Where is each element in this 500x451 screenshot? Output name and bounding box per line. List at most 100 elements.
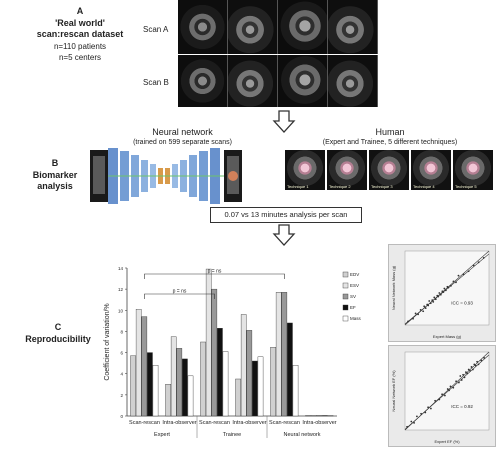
legend-swatch-edv (342, 271, 349, 278)
data-point (474, 364, 477, 367)
bar-mass (327, 415, 334, 417)
group-label: Neural network (284, 432, 321, 438)
data-point (483, 356, 485, 359)
data-point (443, 287, 446, 290)
data-point (457, 274, 460, 277)
bar-edv (270, 347, 276, 417)
bar-esv (205, 268, 212, 417)
data-point (467, 270, 470, 273)
nn-title: Neural network (152, 127, 213, 137)
data-point (427, 304, 430, 307)
bar-ef (322, 415, 328, 417)
y-tick-label: 4 (120, 372, 123, 377)
x-axis-label: Expert EF (%) (434, 439, 460, 444)
data-point (414, 312, 417, 315)
technique-3-image: Technique 3 (369, 150, 409, 190)
centers-count: n=5 centers (58, 53, 102, 62)
x-axis-label: Expert Mass (g) (433, 334, 462, 339)
bar-esv (310, 415, 317, 417)
data-point (406, 425, 408, 428)
data-point (413, 421, 415, 424)
data-point (422, 310, 425, 313)
bar-ef (147, 352, 153, 417)
data-point (455, 281, 457, 284)
data-point (447, 286, 450, 289)
category-label: Scan-rescan (129, 420, 160, 426)
mass-scatter-panel: ICC = 0.93 Expert Mass (g) Neural Network … (388, 244, 496, 342)
bar-sv (316, 415, 323, 417)
data-point (428, 300, 431, 302)
data-point (467, 368, 470, 371)
category-label: Intra-observer (302, 420, 336, 426)
icc-label: ICC = 0.93 (451, 300, 473, 305)
data-point (412, 317, 414, 320)
human-title: Human (375, 127, 405, 137)
data-point (441, 393, 443, 396)
bar-edv (165, 384, 171, 417)
section-a-letter: A (76, 6, 84, 16)
data-point (434, 399, 436, 402)
bar-sv (246, 330, 253, 417)
data-point (444, 394, 446, 397)
group-label: Expert (154, 432, 170, 438)
y-axis-label: Neural Network EF (%) (391, 370, 396, 412)
human-technique-images: Technique 1 Technique 2 Technique 3 Tech… (285, 150, 495, 190)
bar-mass (152, 365, 159, 417)
scan-b-label: Scan B (143, 78, 169, 87)
data-point (424, 411, 427, 414)
scan-a-images (178, 0, 378, 54)
section-a-subtitle: scan:rescan dataset (36, 29, 124, 39)
data-point (427, 406, 429, 409)
data-point (424, 307, 427, 310)
data-point (477, 363, 480, 366)
data-point (472, 264, 475, 267)
data-point (434, 298, 437, 301)
category-label: Scan-rescan (269, 420, 300, 426)
data-point (438, 292, 441, 294)
bar-edv (235, 378, 241, 417)
y-tick-label: 14 (118, 266, 124, 271)
data-point (452, 386, 455, 389)
y-tick-label: 12 (118, 287, 124, 292)
bar-mass (292, 365, 299, 417)
analysis-time-box: 0.07 vs 13 minutes analysis per scan (210, 207, 362, 223)
data-point (423, 305, 426, 308)
data-point (448, 389, 450, 392)
significance-bracket (144, 293, 215, 299)
data-point (458, 381, 460, 384)
data-point (449, 385, 452, 388)
data-point (417, 313, 420, 316)
data-point (433, 296, 436, 299)
bar-edv (200, 341, 206, 417)
data-point (419, 308, 422, 311)
y-tick-label: 6 (120, 351, 123, 356)
ef-scatter-plot: ICC = 0.92 Expert EF (%) Neural Network EF… (391, 351, 490, 444)
bar-sv (141, 316, 148, 417)
legend-label-edv: EDV (350, 272, 359, 277)
data-point (420, 412, 422, 415)
y-tick-label: 10 (118, 308, 124, 313)
bar-esv (275, 292, 282, 417)
down-arrow-icon (272, 224, 296, 246)
data-point (466, 372, 469, 375)
section-a-title: 'Real world' (55, 18, 105, 28)
mass-scatter-plot: ICC = 0.93 Expert Mass (g) Neural Network … (391, 250, 490, 339)
bar-sv (281, 292, 288, 417)
down-arrow-icon (272, 110, 296, 133)
bar-esv (135, 309, 142, 417)
data-point (477, 261, 480, 264)
regression-line (404, 253, 490, 325)
bar-ef (217, 328, 223, 417)
data-point (432, 300, 435, 303)
technique-2-image: Technique 2 (327, 150, 367, 190)
data-point (460, 379, 463, 381)
data-point (410, 420, 413, 423)
data-point (462, 273, 465, 276)
patients-count: n=110 patients (53, 42, 107, 51)
category-label: Intra-observer (232, 420, 266, 426)
data-point (465, 371, 467, 374)
bar-ef (252, 360, 258, 417)
data-point (476, 360, 478, 363)
bar-sv (211, 288, 218, 417)
bar-edv (130, 355, 136, 417)
